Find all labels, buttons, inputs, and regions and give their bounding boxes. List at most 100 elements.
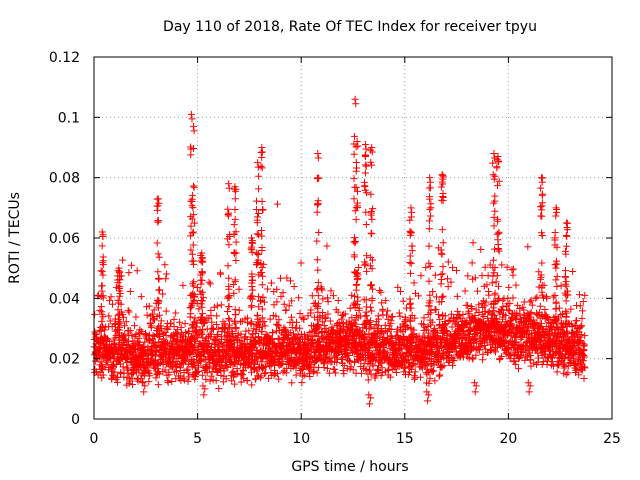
data-point [183,365,191,373]
data-point [346,304,354,312]
data-point [279,289,287,297]
data-point [498,261,506,269]
data-point [184,377,192,385]
data-point [382,311,390,319]
data-point [415,292,423,300]
data-point [277,293,285,301]
data-point [384,307,392,315]
data-point [303,347,311,355]
data-point [484,309,492,317]
data-point [332,369,340,377]
data-point [461,287,469,295]
data-point [120,337,128,345]
data-point [251,375,259,383]
data-point [482,298,490,306]
data-point [369,360,377,368]
data-point [209,324,217,332]
data-point [411,374,419,382]
data-point [323,242,331,250]
data-point [437,339,445,347]
data-point [479,350,487,358]
x-tick-label: 25 [603,431,621,447]
data-point [446,316,454,324]
data-point [268,335,276,343]
data-point [150,314,158,322]
data-point [480,312,488,320]
data-point [133,267,141,275]
data-point [498,306,506,314]
data-point [120,313,128,321]
data-point [91,330,99,338]
data-point [504,306,512,314]
data-point [159,290,167,298]
data-point [154,369,162,377]
data-point [179,332,187,340]
data-point [179,281,187,289]
data-point [103,358,111,366]
data-point [435,372,443,380]
x-tick-label: 0 [90,431,99,447]
data-point [296,324,304,332]
data-point [97,327,105,335]
data-point [290,341,298,349]
data-point [430,325,438,333]
data-point [206,280,214,288]
data-point [473,287,481,295]
data-point [280,300,288,308]
data-point [319,334,327,342]
data-point [435,347,443,355]
data-point [331,365,339,373]
data-point [305,365,313,373]
data-point [388,334,396,342]
data-point [324,310,332,318]
data-point [120,322,128,330]
data-point [217,301,225,309]
data-point [457,315,465,323]
data-point [431,377,439,385]
data-point [376,286,384,294]
data-point [217,270,225,278]
y-tick-label: 0 [71,412,80,428]
data-point [377,324,385,332]
data-point [275,316,283,324]
data-point [223,362,231,370]
data-point [499,303,507,311]
data-point [237,330,245,338]
data-point [355,304,363,312]
data-point [307,306,315,314]
data-point [132,330,140,338]
data-point [147,324,155,332]
data-point [114,373,122,381]
data-point [213,368,221,376]
data-point [154,381,162,389]
data-point [298,330,306,338]
data-point [472,338,480,346]
data-point [292,371,300,379]
data-point [110,372,118,380]
data-point [285,302,293,310]
data-point [340,370,348,378]
data-point [429,367,437,375]
y-axis-label: ROTI / TECUs [7,192,23,284]
data-point [485,291,493,299]
data-point [156,286,164,294]
data-point [212,377,220,385]
data-point [228,377,236,385]
data-point [382,297,390,305]
data-point [453,292,461,300]
data-point [395,309,403,317]
data-point [228,329,236,337]
data-point [340,322,348,330]
data-point [198,330,206,338]
data-point [349,322,357,330]
data-point [272,327,280,335]
data-point [235,306,243,314]
data-point [300,315,308,323]
data-point [404,359,412,367]
data-point [240,375,248,383]
data-point [397,288,405,296]
data-point [170,323,178,331]
data-point [477,343,485,351]
data-point [96,306,104,314]
data-point [139,342,147,350]
